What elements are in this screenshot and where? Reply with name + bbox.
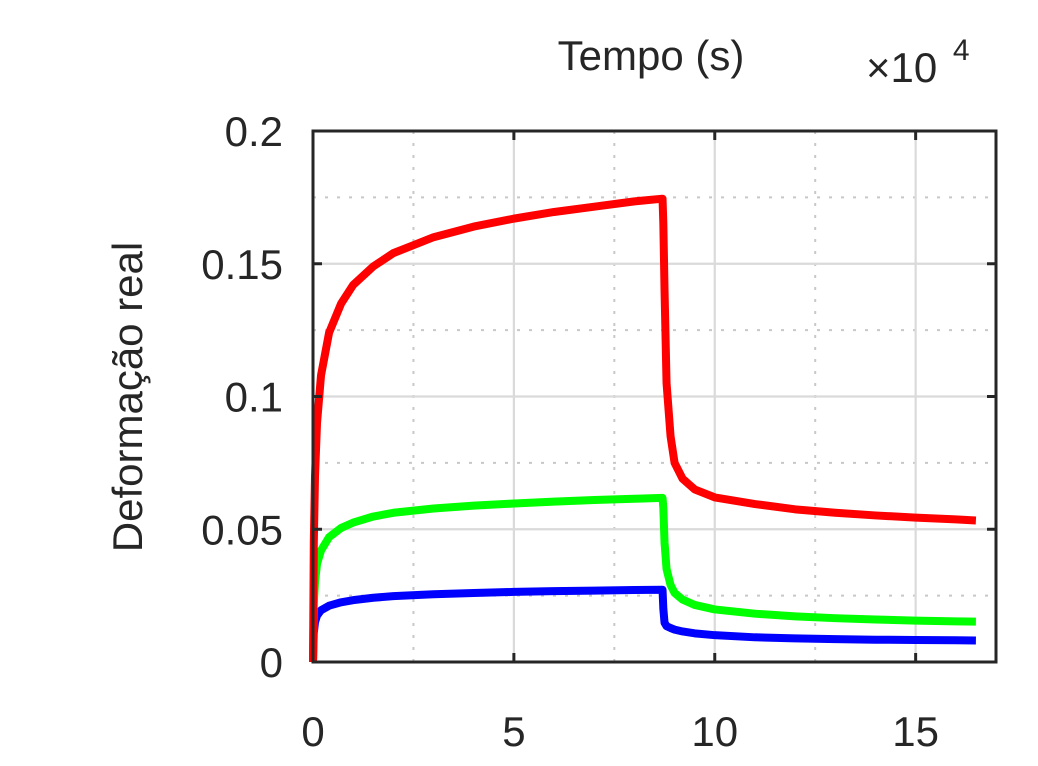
- series-line: [309, 585, 976, 663]
- x-tick-label: 5: [502, 708, 525, 755]
- y-tick-label: 0: [260, 639, 283, 686]
- x-axis-multiplier: ×10 4: [866, 34, 970, 91]
- ticks-layer: 0 0.05 0.1 0.15 0.2 0 5 10 15: [201, 108, 939, 755]
- x-multiplier-exponent: 4: [953, 34, 970, 67]
- series-layer: [309, 194, 977, 663]
- series-line: [309, 194, 977, 663]
- x-tick-label: 10: [691, 708, 738, 755]
- x-multiplier-prefix: ×10: [866, 44, 937, 91]
- y-axis-title: Deformação real: [104, 242, 151, 552]
- series-line: [309, 493, 976, 663]
- axes-layer: [311, 129, 998, 664]
- x-axis-title: Tempo (s): [558, 32, 745, 79]
- y-tick-label: 0.1: [225, 374, 283, 421]
- y-tick-label: 0.2: [225, 108, 283, 155]
- y-tick-label: 0.05: [201, 506, 283, 553]
- grid-layer: [313, 131, 996, 662]
- x-tick-label: 15: [892, 708, 939, 755]
- x-tick-label: 0: [301, 708, 324, 755]
- y-tick-label: 0.15: [201, 241, 283, 288]
